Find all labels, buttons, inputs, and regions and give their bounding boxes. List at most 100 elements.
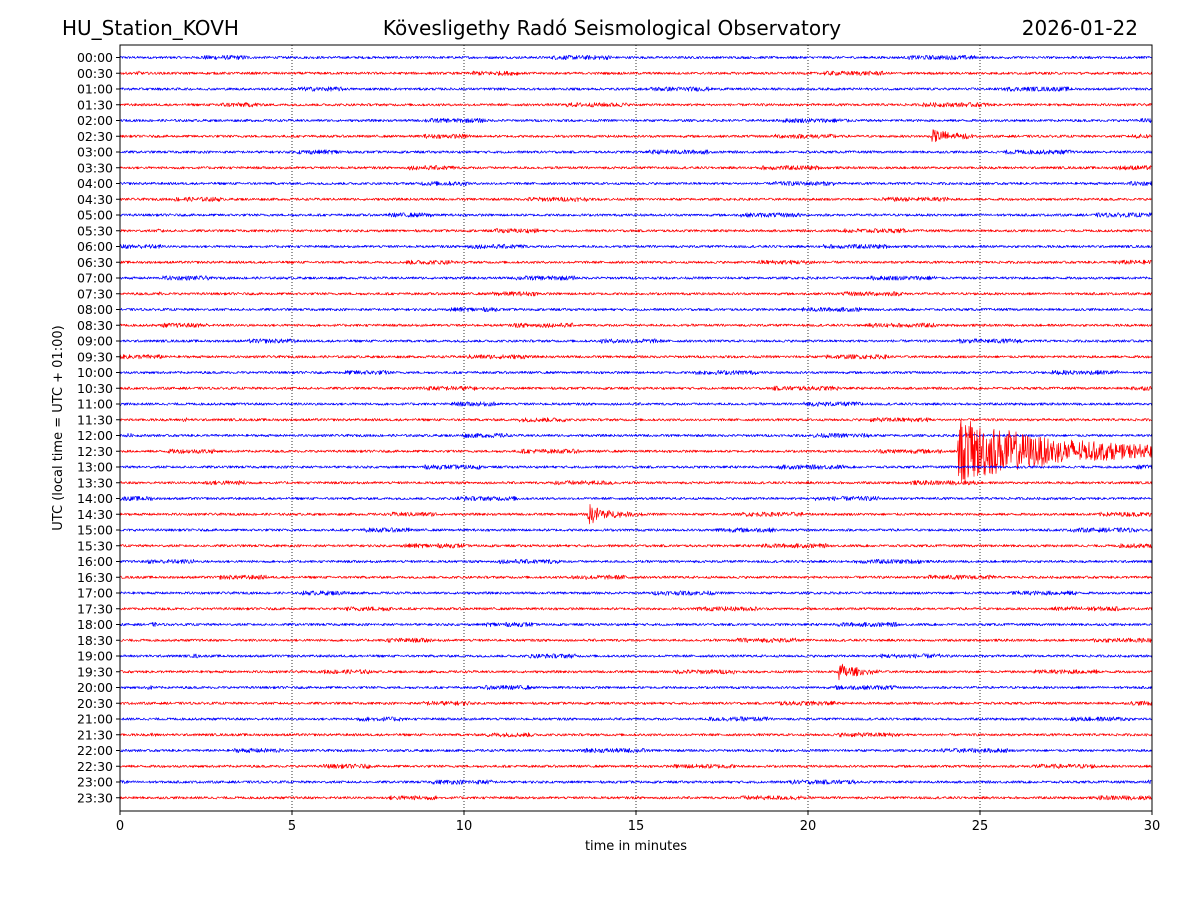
trace-1530 [119,543,1153,549]
trace-0830 [119,322,1153,328]
x-tick-label: 0 [116,819,124,834]
trace-2130 [119,732,1153,738]
trace-1100 [119,401,1153,407]
trace-0930 [119,354,1153,360]
y-tick-label: 21:30 [77,727,113,742]
trace-1500 [119,527,1153,533]
trace-0530 [119,228,1153,234]
y-tick-label: 09:00 [77,334,113,349]
y-tick-label: 12:00 [77,428,113,443]
trace-0430 [119,196,1153,202]
x-tick-label: 25 [972,819,989,834]
y-tick-label: 14:00 [77,491,113,506]
trace-1130 [119,417,1153,423]
trace-2030 [119,700,1153,706]
trace-1300 [119,464,1153,470]
y-tick-label: 15:30 [77,538,113,553]
y-tick-label: 06:30 [77,255,113,270]
trace-0800 [119,306,1153,313]
y-tick-label: 02:30 [77,129,113,144]
y-tick-label: 16:30 [77,570,113,585]
y-tick-label: 18:00 [77,617,113,632]
y-tick-label: 08:30 [77,318,113,333]
y-tick-label: 01:30 [77,97,113,112]
trace-2100 [119,716,1153,722]
y-tick-label: 04:00 [77,176,113,191]
trace-0330 [119,165,1153,171]
trace-0600 [119,243,1153,250]
y-tick-label: 12:30 [77,444,113,459]
y-tick-label: 07:00 [77,271,113,286]
station-label: HU_Station_KOVH [62,16,239,40]
trace-0030 [119,70,1153,76]
y-tick-label: 22:00 [77,743,113,758]
y-tick-label: 14:30 [77,507,113,522]
trace-1600 [119,558,1153,565]
y-tick-label: 11:30 [77,412,113,427]
trace-1000 [119,369,1153,376]
y-tick-label: 05:00 [77,208,113,223]
trace-2330 [119,795,1153,801]
chart-title: Kövesligethy Radó Seismological Observat… [383,16,841,40]
y-tick-label: 08:00 [77,302,113,317]
trace-0230 [119,129,1153,143]
trace-0000 [119,54,1153,61]
trace-1030 [119,385,1153,391]
y-tick-label: 16:00 [77,554,113,569]
y-tick-label: 18:30 [77,633,113,648]
y-tick-label: 00:30 [77,66,113,81]
trace-0100 [119,86,1153,92]
y-tick-label: 05:30 [77,223,113,238]
trace-0130 [119,102,1153,108]
y-tick-label: 23:00 [77,775,113,790]
x-axis-ticks: 0 5 10 15 20 25 30 [116,811,1160,834]
x-axis-label: time in minutes [585,839,687,854]
trace-2200 [119,747,1153,754]
trace-2300 [119,779,1153,785]
y-tick-label: 19:30 [77,664,113,679]
y-tick-label: 17:30 [77,601,113,616]
y-tick-label: 13:30 [77,475,113,490]
y-tick-label: 02:00 [77,113,113,128]
y-tick-label: 17:00 [77,586,113,601]
trace-0400 [119,180,1153,187]
trace-0300 [119,149,1153,155]
trace-1400 [119,495,1153,502]
trace-0500 [119,212,1153,218]
trace-2230 [119,763,1153,769]
trace-2000 [119,684,1153,691]
trace-1700 [119,590,1153,596]
y-tick-label: 20:00 [77,680,113,695]
trace-0730 [119,291,1153,297]
y-tick-label: 22:30 [77,759,113,774]
y-tick-label: 00:00 [77,50,113,65]
trace-1900 [119,653,1153,659]
seismic-traces [119,54,1153,801]
trace-0630 [119,259,1153,265]
date-label: 2026-01-22 [1022,16,1138,40]
trace-1830 [119,637,1153,643]
trace-1630 [119,574,1153,580]
y-tick-label: 04:30 [77,192,113,207]
trace-1230 [119,420,1153,484]
y-tick-label: 03:00 [77,145,113,160]
trace-1800 [119,621,1153,628]
y-tick-label: 11:00 [77,397,113,412]
trace-0200 [119,117,1153,124]
trace-0900 [119,338,1153,344]
y-axis-label: UTC (local time = UTC + 01:00) [51,325,66,530]
y-tick-label: 07:30 [77,286,113,301]
y-tick-label: 21:00 [77,712,113,727]
y-tick-label: 15:00 [77,523,113,538]
x-tick-label: 20 [800,819,817,834]
trace-1330 [119,480,1153,486]
y-tick-label: 09:30 [77,349,113,364]
y-tick-label: 10:00 [77,365,113,380]
trace-1730 [119,606,1153,612]
x-tick-label: 5 [288,819,296,834]
y-tick-label: 20:30 [77,696,113,711]
y-tick-label: 19:00 [77,649,113,664]
y-tick-label: 03:30 [77,160,113,175]
y-tick-label: 13:00 [77,460,113,475]
